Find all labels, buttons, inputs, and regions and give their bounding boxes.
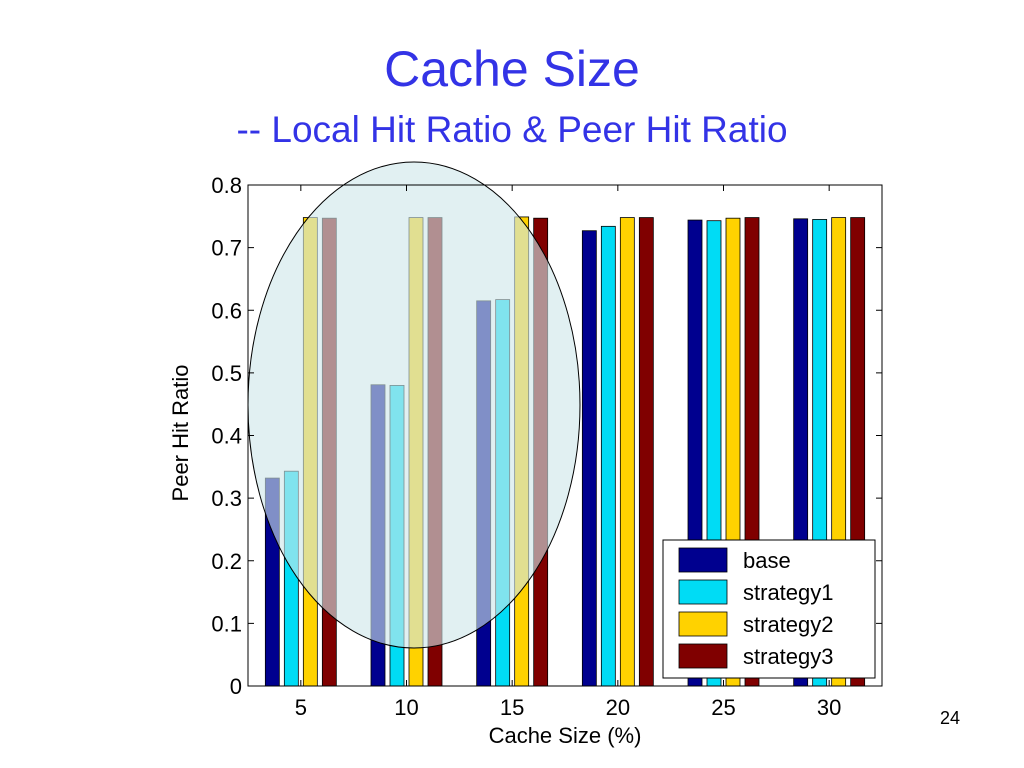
- legend-swatch-base: [678, 547, 728, 573]
- y-tick-label: 0.1: [211, 611, 242, 636]
- bar-strategy3-20: [638, 217, 654, 687]
- y-tick-label: 0.5: [211, 361, 242, 386]
- legend-swatch-strategy1: [678, 579, 728, 605]
- legend-label-base: base: [743, 548, 791, 573]
- label-mask: [150, 340, 168, 540]
- y-tick-label: 0.6: [211, 298, 242, 323]
- highlight-ellipse-layer: [247, 161, 581, 649]
- y-tick-label: 0.2: [211, 549, 242, 574]
- bar-strategy2-20: [619, 217, 635, 687]
- x-tick-label: 20: [606, 695, 630, 720]
- y-tick-label: 0.3: [211, 486, 242, 511]
- x-axis-label: Cache Size (%): [489, 723, 642, 748]
- slide-subtitle: -- Local Hit Ratio & Peer Hit Ratio: [236, 109, 788, 150]
- bar-strategy1-20: [600, 225, 616, 687]
- x-tick-label: 25: [711, 695, 735, 720]
- chart-legend: base strategy1 strategy2 strategy3: [662, 539, 876, 679]
- y-axis-label: Peer Hit Ratio: [168, 365, 193, 502]
- legend-swatch-strategy3: [678, 643, 728, 669]
- slide-number: 24: [939, 708, 961, 728]
- x-tick-label: 30: [817, 695, 841, 720]
- y-tick-label: 0.8: [211, 173, 242, 198]
- legend-swatch-strategy2: [678, 611, 728, 637]
- x-tick-label: 10: [394, 695, 418, 720]
- bar-base-20: [581, 230, 597, 687]
- y-tick-label: 0: [230, 674, 242, 699]
- x-tick-label: 5: [295, 695, 307, 720]
- slide-title: Cache Size: [384, 41, 640, 97]
- legend-label-strategy1: strategy1: [743, 580, 834, 605]
- y-tick-label: 0.7: [211, 236, 242, 261]
- legend-label-strategy2: strategy2: [743, 612, 834, 637]
- legend-label-strategy3: strategy3: [743, 644, 834, 669]
- y-tick-label: 0.4: [211, 424, 242, 449]
- highlight-ellipse: [247, 161, 581, 649]
- x-tick-label: 15: [500, 695, 524, 720]
- axes: 0 0.1 0.2 0.3 0.4 0.5 0.6 0.7 0.8 5 10 15 20 25 30 Cach…: [211, 173, 883, 748]
